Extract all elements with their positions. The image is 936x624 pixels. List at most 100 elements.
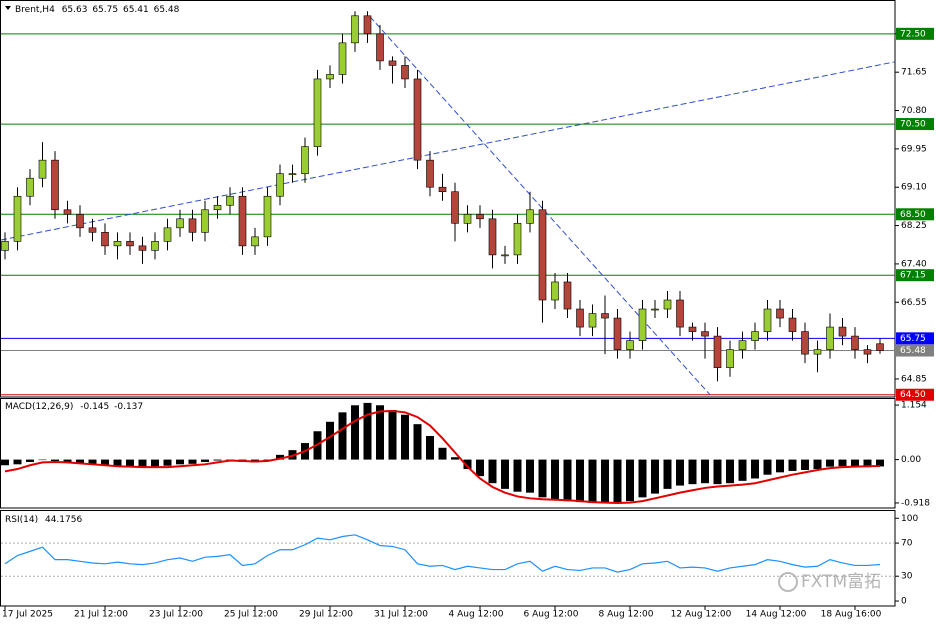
candle-body (326, 74, 334, 80)
level-label: 65.48 (900, 346, 926, 356)
macd-bar (426, 435, 434, 460)
macd-bar (13, 459, 22, 465)
macd-bar (113, 459, 122, 466)
macd-bar (838, 459, 847, 467)
candle-body (563, 281, 572, 310)
watermark: FXTM富拓 (778, 572, 881, 592)
x-tick-label: 6 Aug 12:00 (524, 610, 579, 620)
level-label-box (896, 118, 934, 131)
x-tick-label: 23 Jul 12:00 (149, 610, 203, 620)
x-tick-label: 14 Aug 12:00 (746, 610, 807, 620)
candle-body (363, 15, 372, 35)
candle-body (613, 317, 622, 350)
candle-body (788, 317, 797, 332)
candle-body (76, 213, 84, 229)
y-tick-label: 70.80 (901, 106, 927, 116)
candle-body (201, 209, 209, 233)
y-tick-label: 64.85 (901, 374, 927, 384)
candle-body (701, 331, 709, 337)
macd-bar (276, 454, 284, 460)
macd-bar (388, 409, 397, 460)
candle-body (863, 349, 872, 355)
candle-body (188, 218, 197, 233)
level-label-box (896, 269, 934, 282)
macd-bar (751, 459, 759, 479)
candle-body (301, 146, 309, 174)
candle-body (776, 308, 784, 319)
macd-bar (613, 459, 622, 503)
candle-body (876, 343, 884, 351)
macd-bar (826, 459, 834, 467)
candle-body (38, 159, 47, 179)
candle-body (663, 299, 672, 310)
x-tick-label: 21 Jul 12:00 (74, 610, 128, 620)
candle-body (226, 195, 234, 206)
macd-bar (463, 459, 472, 470)
candle-body (688, 326, 697, 332)
y-tick-label: 100 (901, 514, 918, 524)
macd-bar (1, 459, 9, 466)
candle-body (838, 326, 847, 337)
macd-bar (576, 459, 584, 503)
macd-bar (763, 459, 772, 475)
candle-body (151, 241, 159, 251)
watermark-text: FXTM富拓 (801, 572, 881, 592)
macd-label: MACD(12,26,9) (5, 402, 73, 412)
signal-line (4, 409, 881, 505)
macd-bar (176, 459, 184, 465)
macd-bar (151, 459, 159, 467)
candle-body (1, 241, 9, 251)
candle-body (63, 209, 72, 215)
macd-value: -0.145 (80, 402, 109, 412)
macd-bar (438, 447, 447, 460)
header-low: 65.41 (123, 5, 149, 15)
level-label-box (896, 27, 934, 40)
x-tick-label: 25 Jul 12:00 (224, 610, 278, 620)
macd-bar (163, 459, 172, 466)
candle-body (113, 241, 122, 247)
candle-body (551, 281, 559, 301)
candle-body (801, 331, 809, 355)
macd-bar (138, 459, 147, 467)
candle-body (513, 223, 522, 256)
level-label: 68.50 (900, 210, 926, 220)
macd-bar (513, 459, 522, 492)
watermark-logo (778, 572, 798, 592)
macd-bar (738, 459, 747, 481)
macd-bar (501, 459, 509, 489)
level-label: 72.50 (900, 29, 926, 39)
y-tick-label: 1.154 (901, 401, 927, 411)
macd-panel (0, 398, 896, 509)
candle-body (488, 218, 497, 256)
candle-body (263, 195, 272, 238)
macd-bar (488, 459, 497, 484)
candle-body (526, 209, 534, 224)
candle-body (126, 241, 134, 247)
macd-bar (876, 459, 884, 467)
trendline (0, 61, 896, 241)
candle-body (588, 313, 597, 328)
candle-body (501, 254, 509, 257)
header-close: 65.48 (154, 5, 180, 15)
x-tick-label: 8 Aug 12:00 (599, 610, 654, 620)
macd-bar (201, 459, 209, 462)
candle-body (763, 308, 772, 332)
level-label-box (896, 388, 934, 401)
candle-body (438, 186, 447, 193)
y-tick-label: 70 (901, 539, 913, 549)
header-open: 65.63 (62, 5, 88, 15)
plot: 72.50 71.65 70.80 69.95 69.10 68.25 67.40 66.55… (0, 11, 934, 620)
level-label: 64.50 (900, 390, 926, 400)
candle-body (401, 65, 409, 80)
y-tick-label: 68.25 (901, 221, 927, 231)
candle-body (163, 227, 172, 242)
y-tick-label: 69.95 (901, 144, 927, 154)
y-tick-label: -0.918 (901, 498, 930, 508)
macd-bar (413, 424, 422, 460)
macd-bar (726, 459, 734, 484)
macd-header: MACD(12,26,9) -0.145 -0.137 (5, 402, 143, 412)
symbol: Brent,H4 (15, 5, 55, 15)
